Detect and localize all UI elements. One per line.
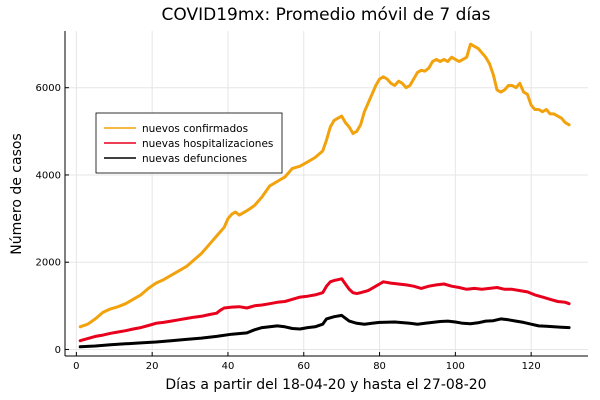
x-tick-label: 100	[446, 361, 465, 372]
x-tick-label: 20	[146, 361, 159, 372]
y-tick-label: 4000	[36, 170, 61, 181]
x-axis-ticks: 0 20 40 60 80 100 120	[73, 352, 541, 372]
x-tick-label: 40	[222, 361, 235, 372]
series-line-nuevos-confirmados	[78, 42, 571, 329]
y-axis-ticks: 0 2000 4000 6000	[36, 83, 69, 356]
chart-title: COVID19mx: Promedio móvil de 7 días	[162, 5, 491, 25]
y-tick-label: 6000	[36, 83, 61, 94]
legend-label-nuevas-hospitalizaciones: nuevas hospitalizaciones	[142, 138, 273, 150]
legend-label-nuevas-defunciones: nuevas defunciones	[142, 153, 247, 165]
series-line-nuevas-defunciones	[78, 313, 571, 349]
x-axis-label: Días a partir del 18-04-20 y hasta el 27…	[165, 377, 486, 393]
y-tick-label: 2000	[36, 258, 61, 269]
series-line-nuevas-hospitalizaciones	[78, 277, 571, 343]
x-tick-label: 80	[373, 361, 386, 372]
legend-label-nuevos-confirmados: nuevos confirmados	[142, 123, 248, 135]
x-tick-label: 60	[297, 361, 310, 372]
grid	[65, 31, 588, 356]
legend: nuevos confirmados nuevas hospitalizacio…	[95, 112, 283, 174]
x-tick-label: 0	[73, 361, 79, 372]
series-layer	[78, 42, 571, 349]
y-tick-label: 0	[55, 345, 61, 356]
y-axis-label: Número de casos	[9, 133, 25, 254]
x-tick-label: 120	[522, 361, 541, 372]
